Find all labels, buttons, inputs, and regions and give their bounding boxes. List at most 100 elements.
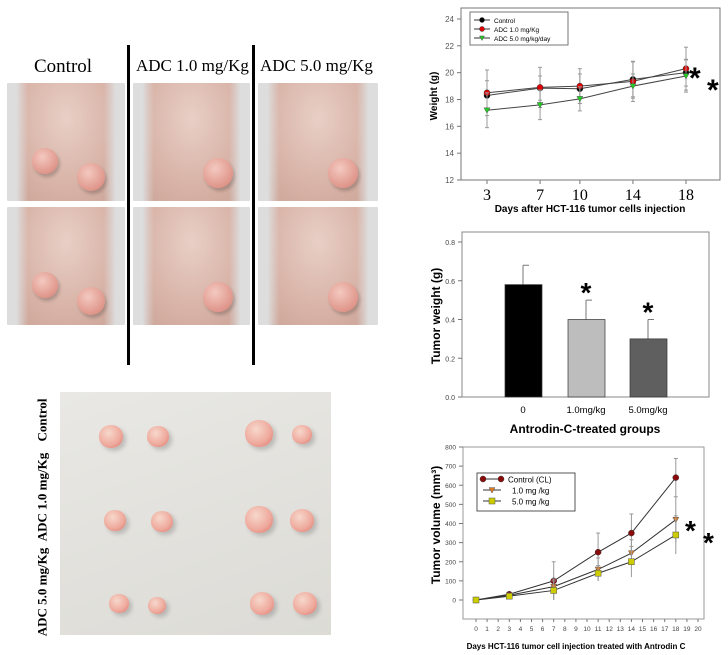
series-line [486, 68, 687, 94]
excised-tumor [250, 592, 274, 615]
excised-tumor [290, 509, 314, 532]
x-tick-label: 10 [572, 187, 588, 204]
data-point [479, 35, 485, 42]
x-tick-label: 19 [683, 626, 691, 633]
data-point [672, 474, 680, 481]
x-tick-label: 14 [625, 187, 641, 204]
x-tick-label: 8 [563, 626, 567, 633]
x-axis-label: Days after HCT-116 tumor cells injection [495, 204, 686, 215]
x-tick-label: 7 [552, 626, 556, 633]
x-tick-label: 12 [606, 626, 614, 633]
excised-tumor [293, 592, 317, 615]
data-point [628, 558, 635, 565]
data-point [479, 475, 487, 483]
divider [252, 45, 255, 365]
plot-frame [462, 446, 705, 620]
series-line [486, 75, 687, 111]
y-tick-label: 0.6 [445, 279, 455, 286]
bar [629, 338, 668, 398]
y-tick-label: 0.2 [445, 356, 455, 363]
x-tick-label: 20 [694, 626, 702, 633]
y-axis-label: Weight (g) [429, 72, 440, 121]
x-tick-label: 15 [639, 626, 647, 633]
y-tick-label: 700 [445, 464, 456, 471]
x-tick-label: 1 [485, 626, 489, 633]
x-tick-label: 5 [530, 626, 534, 633]
y-axis-label: Tumor volume (mm³) [429, 466, 443, 584]
x-tick-label: 7 [536, 187, 544, 204]
column-label-adc-5: ADC 5.0 mg/Kg [260, 56, 373, 75]
tumor [328, 282, 358, 312]
y-tick-label: 0 [452, 598, 456, 605]
y-tick-label: 500 [445, 502, 456, 509]
x-tick-label: 11 [595, 626, 602, 633]
x-axis-label: Antrodin-C-treated groups [510, 422, 661, 436]
bar [567, 319, 606, 398]
mouse-photo [258, 83, 378, 201]
data-point [682, 73, 690, 80]
x-tick-label: 18 [672, 626, 680, 633]
y-axis-label: Tumor weight (g) [429, 268, 443, 364]
y-tick-label: 14 [445, 149, 454, 158]
y-tick-label: 0.0 [445, 395, 455, 402]
x-tick-label: 13 [617, 626, 625, 633]
plot-frame [460, 7, 721, 181]
column-label-control: Control [34, 56, 93, 77]
data-point [479, 17, 485, 23]
legend-label: 1.0 mg /kg [512, 487, 549, 496]
y-tick-label: 12 [445, 176, 454, 185]
legend-label: ADC 1.0 mg/Kg [494, 27, 540, 34]
y-tick-label: 0.4 [445, 318, 455, 325]
excised-tumor [245, 420, 273, 447]
tumor [32, 272, 58, 298]
excised-tumor [104, 510, 126, 531]
mouse-photo [7, 207, 125, 325]
data-point [483, 107, 491, 114]
significance-asterisk: * [685, 515, 696, 546]
excised-tumor [99, 425, 123, 448]
legend-label: Control (CL) [508, 476, 552, 485]
series-line [475, 519, 677, 601]
data-point [506, 592, 513, 600]
y-tick-label: 300 [445, 540, 456, 547]
x-tick-label: 16 [650, 626, 658, 633]
tumor [328, 158, 358, 188]
x-tick-label: 17 [661, 626, 669, 633]
x-tick-label: 1.0mg/kg [566, 405, 605, 416]
x-tick-label: 6 [541, 626, 545, 633]
x-tick-label: 10 [583, 626, 591, 633]
series-line [475, 477, 677, 601]
y-tick-label: 0.8 [445, 240, 455, 247]
legend-label: Control [494, 18, 516, 25]
legend-label: 5.0 mg /kg [512, 498, 549, 507]
data-point [479, 26, 485, 32]
series-line [475, 534, 677, 601]
data-point [536, 102, 544, 109]
excised-tumor [148, 597, 166, 615]
excised-tumor-photo [60, 392, 331, 635]
x-tick-label: 9 [574, 626, 578, 633]
mouse-photo [258, 207, 378, 325]
column-label-adc-1: ADC 1.0 mg/Kg [136, 56, 249, 75]
data-point [497, 475, 505, 483]
y-tick-label: 200 [445, 559, 456, 566]
mouse-photo [7, 83, 125, 201]
tumor [77, 163, 105, 191]
data-point [594, 548, 602, 556]
y-tick-label: 600 [445, 483, 456, 490]
y-tick-label: 16 [445, 122, 454, 131]
excised-tumor [109, 594, 129, 613]
bar [504, 284, 543, 398]
mouse-photo [133, 207, 250, 325]
x-tick-label: 0 [520, 405, 525, 416]
significance-asterisk: * [581, 277, 592, 308]
x-tick-label: 3 [507, 626, 511, 633]
excised-tumor [147, 426, 169, 447]
x-tick-label: 18 [678, 187, 694, 204]
y-tick-label: 22 [445, 42, 454, 51]
data-point [672, 531, 680, 539]
x-tick-label: 4 [519, 626, 523, 633]
tumor [77, 287, 105, 315]
tumor [203, 158, 233, 188]
